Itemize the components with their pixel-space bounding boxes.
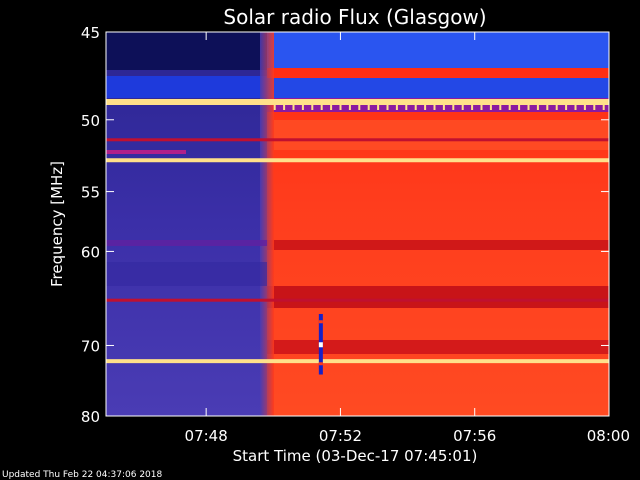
periodic-marker-0 xyxy=(273,104,276,111)
periodic-marker-19 xyxy=(452,104,455,111)
periodic-marker-18 xyxy=(442,104,445,111)
periodic-marker-16 xyxy=(424,104,427,111)
periodic-marker-7 xyxy=(339,104,342,111)
quiet-upper-band xyxy=(106,76,267,98)
interference-lines xyxy=(106,99,609,364)
y-axis-label: Frequency [MHz] xyxy=(48,161,66,287)
periodic-marker-21 xyxy=(471,104,474,111)
periodic-marker-8 xyxy=(348,104,351,111)
periodic-marker-5 xyxy=(320,104,323,111)
periodic-marker-30 xyxy=(555,104,558,111)
periodic-marker-32 xyxy=(574,104,577,111)
periodic-marker-27 xyxy=(527,104,530,111)
periodic-marker-13 xyxy=(395,104,398,111)
interference-line-2 xyxy=(106,158,609,163)
periodic-marker-28 xyxy=(536,104,539,111)
interference-line-3 xyxy=(106,298,609,302)
y-axis: 45 50 55 60 70 80 xyxy=(81,24,100,426)
burst-fragment-2 xyxy=(318,362,323,366)
plot-frame xyxy=(105,31,610,417)
periodic-marker-3 xyxy=(301,104,304,111)
footer-updated: Updated Thu Feb 22 04:37:06 2018 xyxy=(2,470,163,480)
periodic-marker-29 xyxy=(546,104,549,111)
y-tick-label-70: 70 xyxy=(81,337,100,355)
onset-edge xyxy=(260,32,274,416)
periodic-marker-17 xyxy=(433,104,436,111)
x-tick-label-07:56: 07:56 xyxy=(453,427,496,445)
periodic-marker-23 xyxy=(489,104,492,111)
x-tick-label-07:52: 07:52 xyxy=(319,427,362,445)
periodic-marker-25 xyxy=(508,104,511,111)
active-dark-band-4 xyxy=(267,340,609,354)
y-tick-label-80: 80 xyxy=(81,408,100,426)
periodic-marker-14 xyxy=(405,104,408,111)
quiet-band-3 xyxy=(106,262,267,286)
quiet-top-band xyxy=(106,32,267,70)
periodic-marker-1 xyxy=(283,104,286,111)
burst-peak xyxy=(318,342,323,348)
quiet-band-1 xyxy=(106,150,186,154)
burst-fragment-1 xyxy=(318,320,323,324)
x-axis: 07:48 07:52 07:56 08:00 xyxy=(185,427,630,445)
active-light-band xyxy=(267,120,609,150)
periodic-marker-15 xyxy=(414,104,417,111)
interference-line-1 xyxy=(106,138,609,142)
periodic-marker-26 xyxy=(518,104,521,111)
active-upper-band xyxy=(267,78,609,98)
periodic-marker-6 xyxy=(330,104,333,111)
y-tick-label-45: 45 xyxy=(81,24,100,42)
quiet-band-2 xyxy=(106,240,267,246)
x-tick-label-08:00: 08:00 xyxy=(587,427,630,445)
periodic-marker-22 xyxy=(480,104,483,111)
spectrogram-plot-area xyxy=(105,31,610,417)
periodic-marker-11 xyxy=(377,104,380,111)
periodic-marker-2 xyxy=(292,104,295,111)
y-tick-label-50: 50 xyxy=(81,112,100,130)
interference-line-0 xyxy=(106,99,609,106)
active-top-band xyxy=(267,32,609,68)
chart-title: Solar radio Flux (Glasgow) xyxy=(223,5,486,29)
periodic-marker-34 xyxy=(593,104,596,111)
y-tick-label-60: 60 xyxy=(81,243,100,261)
periodic-marker-20 xyxy=(461,104,464,111)
periodic-marker-24 xyxy=(499,104,502,111)
interference-line-4 xyxy=(106,359,609,364)
x-axis-label: Start Time (03-Dec-17 07:45:01) xyxy=(233,447,478,465)
periodic-marker-4 xyxy=(311,104,314,111)
periodic-marker-35 xyxy=(602,104,605,111)
periodic-marker-9 xyxy=(358,104,361,111)
periodic-marker-31 xyxy=(565,104,568,111)
periodic-marker-33 xyxy=(583,104,586,111)
periodic-marker-10 xyxy=(367,104,370,111)
y-tick-label-55: 55 xyxy=(81,184,100,202)
periodic-marker-12 xyxy=(386,104,389,111)
active-dark-band-2 xyxy=(267,240,609,250)
burst-feature xyxy=(318,313,323,375)
active-dark-band-3 xyxy=(267,286,609,308)
x-tick-label-07:48: 07:48 xyxy=(185,427,228,445)
